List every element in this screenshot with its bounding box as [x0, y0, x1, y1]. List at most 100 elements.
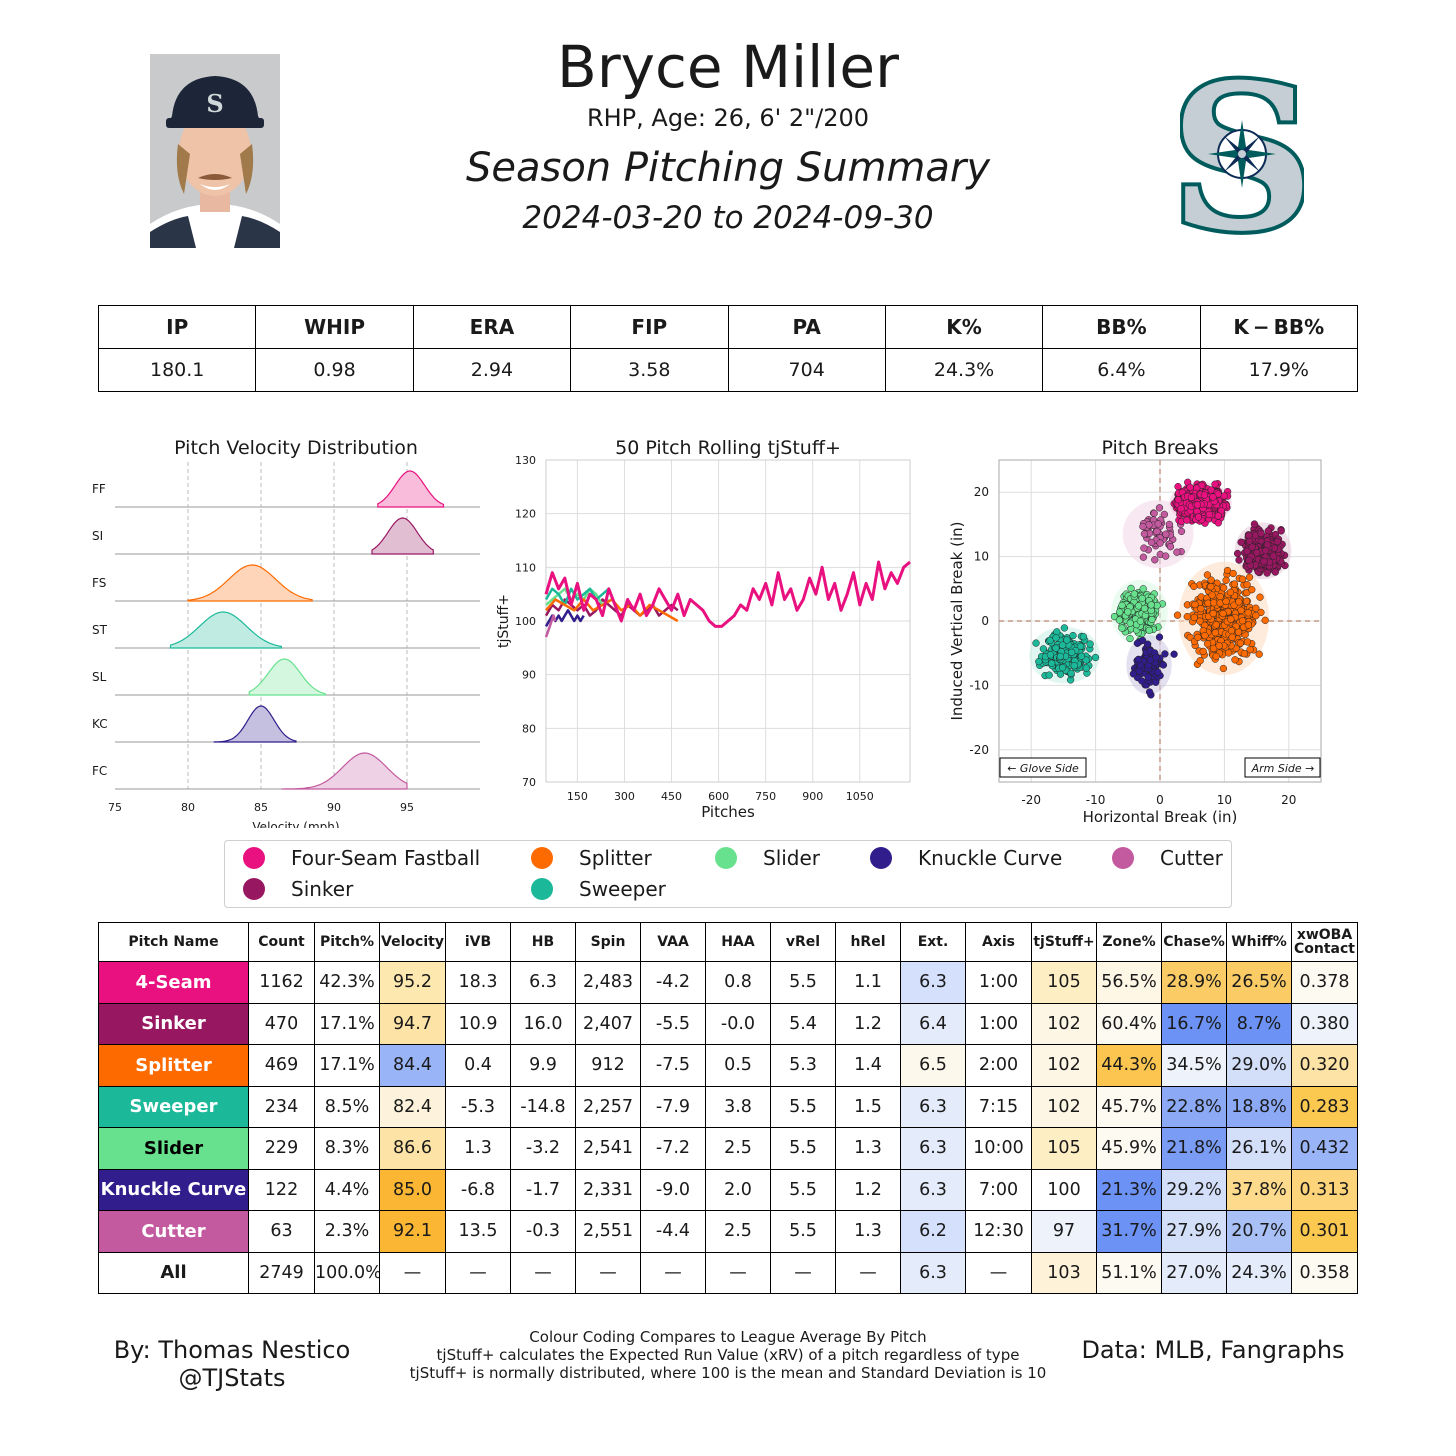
glove-side-label: ← Glove Side — [1007, 762, 1079, 775]
scatter-point — [1199, 647, 1207, 656]
scatter-point — [1166, 543, 1175, 551]
table-row: Sinker 470 17.1% 94.7 10.9 16.0 2,407 -5.5 -0.0 5… — [98, 1002, 1358, 1045]
scatter-point — [1212, 652, 1220, 660]
pitch-table-header-row: Pitch Name Count Pitch% Velocity iVB HB Spin VA… — [98, 922, 1358, 962]
y-tick-label: 20 — [974, 485, 989, 499]
scatter-point — [1124, 608, 1132, 616]
table-cell: 2.0 — [705, 1168, 771, 1211]
x-tick-label: -10 — [1086, 793, 1106, 807]
scatter-point — [1059, 641, 1067, 649]
scatter-point — [1091, 653, 1100, 662]
stat-value: 704 — [727, 348, 886, 392]
scatter-point — [1201, 631, 1209, 640]
scatter-point — [1147, 601, 1155, 609]
scatter-point — [1197, 605, 1205, 613]
column-header: Chase% — [1161, 922, 1227, 962]
scatter-point — [1242, 597, 1251, 605]
x-tick-label: -20 — [1021, 793, 1041, 807]
row-label: FC — [92, 764, 107, 778]
table-cell: 469 — [248, 1044, 315, 1087]
table-cell: 94.7 — [379, 1002, 446, 1045]
scatter-point — [1231, 656, 1239, 664]
table-cell: 45.7% — [1096, 1085, 1162, 1128]
scatter-point — [1160, 510, 1169, 519]
table-cell: 2:00 — [965, 1044, 1032, 1087]
table-cell: 5.3 — [770, 1044, 836, 1087]
stat-header: K − BB% — [1199, 305, 1359, 349]
table-row: Splitter 469 17.1% 84.4 0.4 9.9 912 -7.5 0.5 5.3 1… — [98, 1044, 1358, 1087]
density-curve — [213, 705, 297, 743]
table-cell: 60.4% — [1096, 1002, 1162, 1045]
pitch-name-cell: Cutter — [98, 1210, 249, 1253]
scatter-point — [1145, 626, 1153, 635]
table-cell: 18.3 — [445, 961, 511, 1004]
column-header: Ext. — [900, 922, 966, 962]
table-cell: 2749 — [248, 1251, 315, 1294]
player-name: Bryce Miller — [557, 33, 899, 101]
density-curve — [187, 564, 313, 602]
scatter-point — [1150, 509, 1158, 517]
table-cell: 56.5% — [1096, 961, 1162, 1004]
scatter-point — [1156, 539, 1164, 547]
x-tick-label: 95 — [400, 801, 414, 814]
table-cell: 1.3 — [445, 1127, 511, 1170]
scatter-point — [1139, 553, 1148, 561]
column-header: vRel — [770, 922, 836, 962]
series-line — [544, 598, 679, 617]
scatter-point — [1222, 597, 1230, 606]
pitch-name-cell: Sinker — [98, 1002, 249, 1045]
y-axis-label: tjStuff+ — [496, 594, 512, 648]
scatter-point — [1129, 670, 1138, 678]
scatter-point — [1271, 568, 1279, 576]
table-cell: 102 — [1031, 1002, 1097, 1045]
series-line — [544, 614, 557, 638]
scatter-point — [1190, 582, 1198, 591]
scatter-point — [1245, 573, 1254, 581]
column-header: VAA — [640, 922, 706, 962]
stat-header: BB% — [1042, 305, 1201, 349]
note-colour-coding: Colour Coding Compares to League Average… — [529, 1328, 927, 1346]
table-cell: 82.4 — [379, 1085, 446, 1128]
table-cell: 5.5 — [770, 1168, 836, 1211]
legend-label: Cutter — [1160, 846, 1223, 870]
scatter-point — [1214, 512, 1222, 520]
y-axis-label: Induced Vertical Break (in) — [948, 521, 966, 720]
stat-header: WHIP — [255, 305, 414, 349]
scatter-point — [1068, 648, 1076, 657]
table-cell: 5.5 — [770, 1210, 836, 1253]
scatter-point — [1161, 650, 1169, 658]
scatter-point — [1186, 483, 1194, 491]
table-cell: -9.0 — [640, 1168, 706, 1211]
table-cell: — — [770, 1251, 836, 1294]
x-tick-label: 150 — [567, 790, 588, 803]
table-cell: 34.5% — [1161, 1044, 1227, 1087]
scatter-point — [1134, 602, 1143, 610]
column-header: Pitch% — [314, 922, 380, 962]
column-header: HB — [510, 922, 576, 962]
scatter-point — [1235, 556, 1243, 564]
scatter-point — [1126, 634, 1134, 643]
scatter-point — [1211, 629, 1219, 637]
table-cell: -4.4 — [640, 1210, 706, 1253]
column-header: xwOBA Contact — [1291, 922, 1358, 962]
scatter-point — [1070, 662, 1078, 670]
chart-title: Pitch Velocity Distribution — [174, 437, 418, 459]
table-cell: 234 — [248, 1085, 315, 1128]
table-cell: -7.5 — [640, 1044, 706, 1087]
series-line — [544, 560, 911, 628]
scatter-point — [1190, 613, 1198, 622]
scatter-point — [1067, 669, 1075, 677]
table-cell: 1.4 — [835, 1044, 901, 1087]
scatter-point — [1214, 519, 1222, 527]
table-cell: — — [575, 1251, 641, 1294]
table-cell: -7.9 — [640, 1085, 706, 1128]
y-tick-label: 110 — [515, 561, 536, 574]
scatter-point — [1058, 664, 1067, 672]
scatter-point — [1261, 616, 1269, 624]
density-curve — [377, 470, 445, 508]
player-info: RHP, Age: 26, 6' 2"/200 — [586, 104, 870, 132]
scatter-point — [1155, 633, 1164, 641]
table-cell: 44.3% — [1096, 1044, 1162, 1087]
table-cell: -7.2 — [640, 1127, 706, 1170]
scatter-points-si — [1233, 520, 1289, 577]
